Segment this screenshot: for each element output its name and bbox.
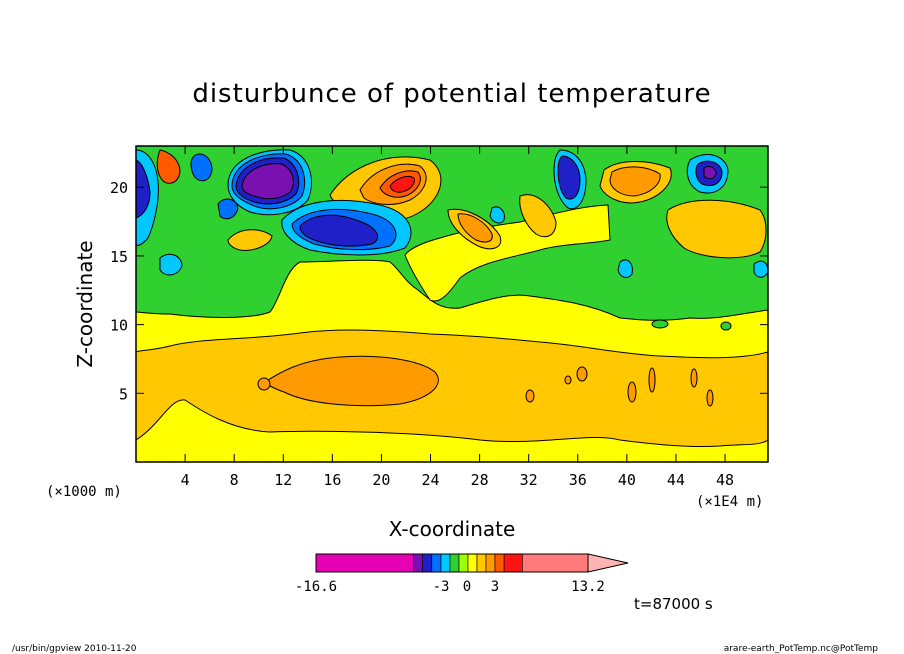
contour-band-neg5-to-neg3 [299,214,378,247]
colorbar-cell [467,553,478,573]
colorbar-tick-label: 3 [491,579,499,595]
x-tick-label: 24 [421,471,439,489]
y-tick-label: 15 [110,248,128,266]
colorbar-extension-arrow [587,553,629,573]
x-tick-label: 32 [520,471,538,489]
plot-frame [135,145,769,463]
colorbar-cell [522,553,589,573]
contour-island [525,389,535,403]
contour-band-neg3-to-neg2 [217,198,239,220]
contour-band-1-to-2 [227,229,273,251]
contour-island [576,366,588,382]
x-tick-label: 20 [372,471,390,489]
heatmap-field [136,146,768,462]
contour-band-neg2-to-neg1 [753,260,768,278]
contour-band-3-to-5 [156,149,181,184]
contour-island [720,321,732,331]
footer-right: arare-earth_PotTemp.nc@PotTemp [724,644,879,654]
x-tick-label: 16 [323,471,341,489]
contour-band-neg5-to-neg3 [136,159,151,219]
x-tick-label: 44 [667,471,685,489]
y-axis-label: Z-coordinate [73,240,97,367]
y-tick-label: 20 [110,179,128,197]
x-tick-label: 48 [716,471,734,489]
contour-island [706,389,714,407]
contour-band-5-plus [389,175,415,193]
contour-island [257,377,271,391]
colorbar-cell [503,553,523,573]
x-tick-label: 36 [569,471,587,489]
x-axis-label: X-coordinate [389,517,516,541]
contour-band-0-to-1-upper [404,204,611,302]
x-tick-label: 28 [471,471,489,489]
colorbar-cell [315,553,414,573]
contour-band-neg2-to-neg1 [617,259,633,278]
x-axis-ticks: 4 8 12 16 20 24 28 32 36 40 44 48 [181,146,734,489]
y-tick-label: 5 [119,385,128,403]
x-unit-right: (×1E4 m) [696,494,763,510]
contour-island [564,375,572,385]
y-axis-ticks: 5 10 15 20 [110,179,768,403]
contour-band-2-to-3 [260,355,439,407]
colorbar-tick-label: -3 [433,579,450,595]
colorbar-tick-label: 0 [463,579,471,595]
contour-band-2-to-3 [457,213,493,243]
contour-band-1-to-2 [666,199,767,259]
y-tick-label: 10 [110,317,128,335]
contour-band-neg3-to-neg2 [190,153,213,182]
colorbar-cell [485,553,496,573]
colorbar-min-label: -16.6 [295,579,337,595]
colorbar-cell [476,553,487,573]
colorbar-max-label: 13.2 [571,579,605,595]
time-label: t=87000 s [634,595,713,613]
contour-band-2-to-3 [609,166,661,197]
contour-island [648,367,656,393]
colorbar-cell [494,553,505,573]
colorbar-cell [449,553,460,573]
colorbar-cell [422,553,433,573]
colorbar-frame [315,553,589,573]
colorbar-cell [458,553,469,573]
contour-band-min [703,165,717,180]
x-tick-label: 8 [230,471,239,489]
contour-island [627,381,637,403]
contour-band-neg2-to-neg1 [159,253,183,276]
contour-island [690,368,698,388]
contour-band-1-to-2 [519,194,557,238]
contour-island [651,319,669,329]
contour-band-neg5-to-neg3 [557,155,581,200]
colorbar-cell [440,553,451,573]
contour-band-min [241,163,294,200]
x-tick-label: 40 [618,471,636,489]
x-unit-left: (×1000 m) [46,484,122,500]
colorbar: -16.6 -3 0 3 13.2 [295,553,629,595]
contour-band-neg2-to-neg1 [489,206,505,224]
chart-title: disturbunce of potential temperature [192,79,711,109]
colorbar-cell [431,553,442,573]
x-tick-label: 12 [274,471,292,489]
colorbar-cell [413,553,423,573]
x-tick-label: 4 [181,471,190,489]
footer-left: /usr/bin/gpview 2010-11-20 [12,644,137,654]
